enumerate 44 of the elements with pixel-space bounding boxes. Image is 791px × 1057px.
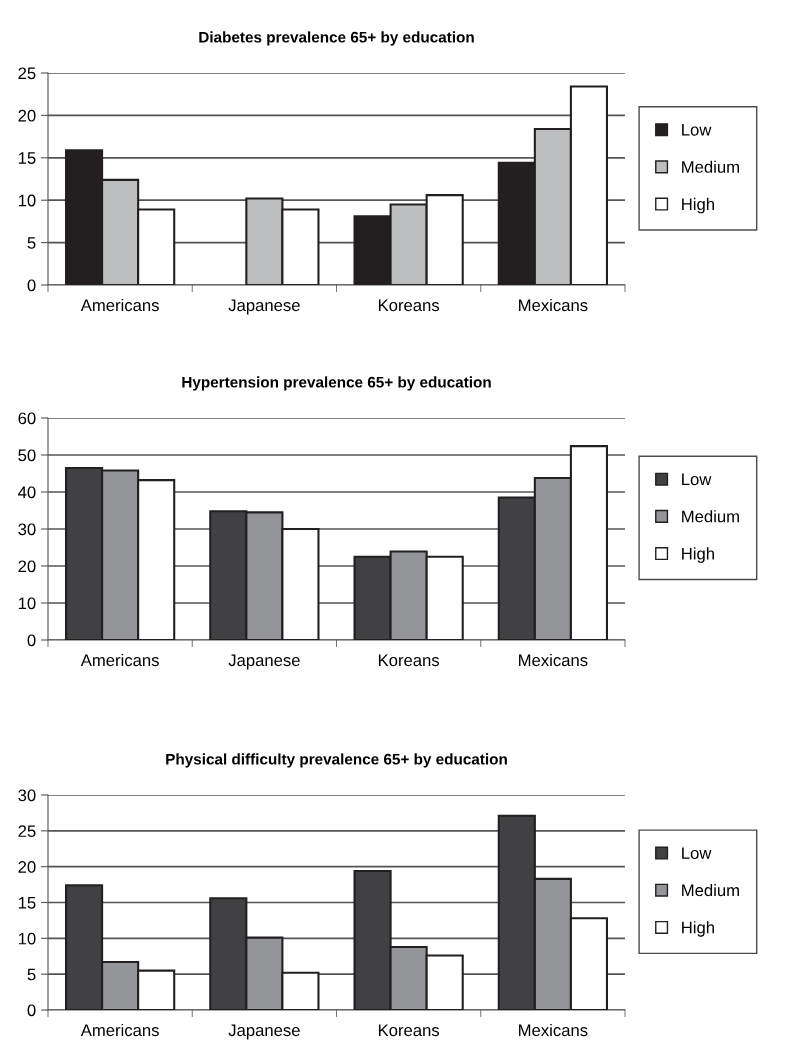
- y-tick-label: 20: [18, 861, 36, 873]
- y-tick-label: 10: [18, 194, 36, 207]
- y-tick-label: 50: [18, 449, 36, 462]
- legend-label: Medium: [682, 510, 739, 523]
- legend-label: High: [682, 921, 714, 937]
- y-tick-label: 60: [18, 412, 36, 425]
- y-tick-label: 0: [27, 634, 36, 647]
- chart-title: Physical difficulty prevalence 65+ by education: [166, 753, 507, 768]
- legend-label: Medium: [682, 883, 739, 897]
- legend-label: High: [682, 547, 714, 563]
- chart-title: Diabetes prevalence 65+ by education: [199, 31, 474, 46]
- y-tick-label: 40: [18, 486, 36, 499]
- x-tick-label: Mexicans: [519, 653, 588, 667]
- y-tick-label: 25: [18, 67, 36, 80]
- x-tick-label: Koreans: [378, 1024, 440, 1037]
- legend-label: Low: [682, 473, 712, 486]
- x-tick-label: Koreans: [378, 299, 440, 312]
- y-tick-label: 15: [18, 897, 36, 909]
- y-tick-label: 25: [18, 825, 36, 838]
- x-tick-label: Mexicans: [519, 1023, 588, 1037]
- y-tick-label: 0: [27, 279, 36, 292]
- x-tick-label: Japanese: [228, 1024, 300, 1040]
- y-tick-label: 30: [18, 523, 36, 536]
- y-tick-label: 10: [18, 932, 36, 945]
- y-tick-label: 30: [18, 789, 36, 802]
- legend-label: Low: [682, 124, 712, 136]
- legend-label: Low: [682, 847, 712, 860]
- y-tick-label: 20: [18, 560, 36, 573]
- y-tick-label: 10: [18, 597, 36, 610]
- y-tick-label: 20: [18, 109, 36, 122]
- y-tick-label: 5: [27, 968, 36, 981]
- y-tick-label: 5: [27, 237, 36, 249]
- x-tick-label: Koreans: [378, 654, 440, 667]
- chart-title: Hypertension prevalence 65+ by education: [182, 376, 491, 391]
- y-tick-label: 15: [18, 152, 36, 164]
- legend-label: Medium: [682, 160, 739, 173]
- x-tick-label: Japanese: [228, 299, 300, 315]
- x-tick-label: Americans: [80, 298, 159, 312]
- x-tick-label: Japanese: [228, 654, 300, 670]
- x-tick-label: Americans: [80, 1023, 159, 1037]
- y-tick-label: 0: [27, 1004, 36, 1017]
- x-tick-label: Mexicans: [519, 298, 588, 312]
- x-tick-label: Americans: [80, 653, 159, 667]
- legend-label: High: [682, 197, 714, 214]
